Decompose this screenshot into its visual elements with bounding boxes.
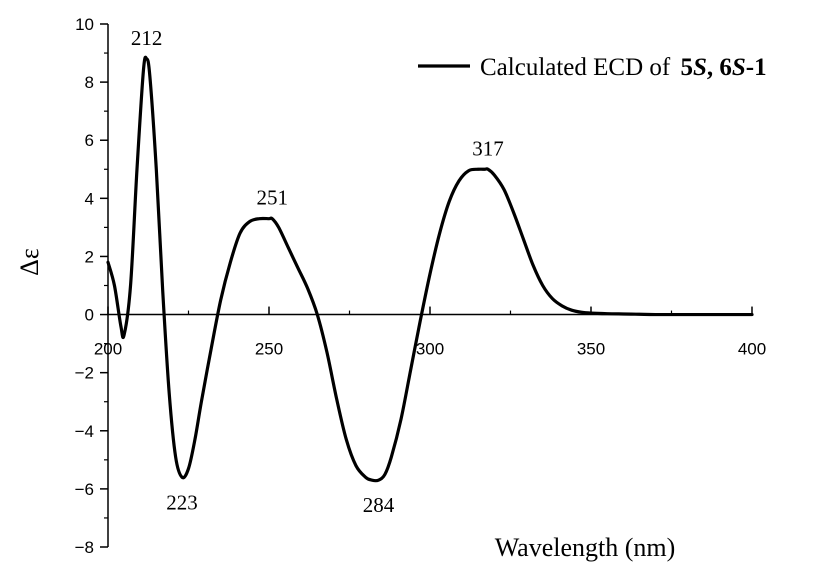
peak-label: 251 bbox=[256, 186, 288, 210]
series-line-ecd bbox=[106, 55, 754, 483]
x-tick-label: 400 bbox=[738, 340, 766, 359]
legend-label: Calculated ECD of 5S, 6S-1 bbox=[480, 54, 767, 81]
x-tick-label: 200 bbox=[94, 340, 122, 359]
peak-label: 212 bbox=[131, 26, 163, 50]
peak-label: 317 bbox=[472, 136, 504, 160]
y-tick-label: 8 bbox=[85, 73, 94, 92]
legend-text-bold-italic-1: S bbox=[693, 54, 707, 81]
y-axis-label: Δε bbox=[15, 248, 44, 276]
legend-text-bold-italic-2: S bbox=[732, 54, 746, 81]
legend-text-bold-2: 6 bbox=[719, 54, 732, 81]
y-tick-label: 0 bbox=[85, 306, 94, 325]
y-tick-label: −4 bbox=[75, 422, 94, 441]
x-axis-label: Wavelength (nm) bbox=[495, 533, 676, 562]
tick-marks bbox=[100, 23, 753, 548]
x-tick-label: 300 bbox=[416, 340, 444, 359]
peak-annotations: 212 223 251 284 317 bbox=[131, 26, 504, 517]
y-tick-label: 6 bbox=[85, 131, 94, 150]
y-tick-label: 10 bbox=[75, 15, 94, 34]
legend-text-bold-3: -1 bbox=[746, 54, 767, 81]
legend-text-sep: , bbox=[707, 54, 720, 81]
y-tick-label: −6 bbox=[75, 480, 94, 499]
x-tick-label: 250 bbox=[255, 340, 283, 359]
y-tick-label: −2 bbox=[75, 364, 94, 383]
tick-labels: −8 −6 −4 −2 0 2 4 6 8 10 200 250 300 350 400 bbox=[75, 15, 767, 557]
legend: Calculated ECD of 5S, 6S-1 bbox=[418, 54, 767, 81]
y-tick-label: 2 bbox=[85, 247, 94, 266]
x-tick-label: 350 bbox=[577, 340, 605, 359]
legend-text-bold-1: 5 bbox=[680, 54, 693, 81]
legend-text-plain: Calculated ECD of bbox=[480, 54, 676, 81]
y-tick-label: 4 bbox=[85, 189, 94, 208]
y-tick-label: −8 bbox=[75, 538, 94, 557]
peak-label: 284 bbox=[363, 493, 395, 517]
axes bbox=[107, 24, 752, 547]
peak-label: 223 bbox=[166, 490, 198, 514]
